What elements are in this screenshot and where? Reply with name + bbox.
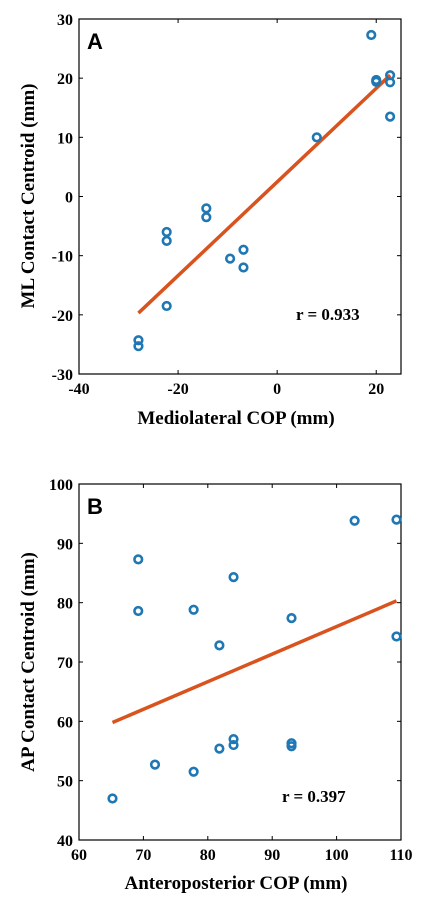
panel-a-y-tick-label: 10 <box>57 130 73 147</box>
panel-a-data-point <box>238 262 249 273</box>
panel-a-data-point <box>133 341 144 352</box>
panel-b-data-point <box>149 759 161 770</box>
panel-a-data-point <box>385 77 396 88</box>
panel-b-scatter-chart: B r = 0.397 Anteroposterior COP (mm) AP … <box>18 477 413 894</box>
panel-b-data-point <box>188 604 199 615</box>
panel-b-y-tick-label: 100 <box>49 477 73 494</box>
panel-b-y-tick-label: 40 <box>57 833 73 850</box>
panel-b-x-tick-label: 60 <box>71 847 87 864</box>
panel-a-data-point <box>366 29 377 41</box>
panel-b-data-point <box>286 741 297 752</box>
panel-a-x-tick-label: 20 <box>368 381 384 398</box>
panel-a-y-axis-title: ML Contact Centroid (mm) <box>18 84 39 309</box>
panel-b-x-tick-label: 80 <box>200 847 216 864</box>
panel-b-data-point <box>391 631 402 642</box>
panel-b-data-point <box>286 612 297 624</box>
panel-b-x-tick-label: 110 <box>389 847 412 864</box>
panel-b-y-tick-label: 80 <box>57 596 73 613</box>
panel-a-y-tick-label: -30 <box>52 367 73 384</box>
panel-b-data-point <box>214 743 225 754</box>
panel-a-y-tick-label: 20 <box>57 71 73 88</box>
panel-a-data-point <box>161 300 172 312</box>
panel-a-regression-line <box>137 73 392 315</box>
panel-b-x-tick-label: 90 <box>264 847 280 864</box>
panel-a-data-point <box>311 132 322 143</box>
panel-b-x-axis-title: Anteroposterior COP (mm) <box>124 873 347 894</box>
panel-a-x-tick-label: 0 <box>273 381 281 398</box>
panel-a-scatter-chart: A r = 0.933 Mediolateral COP (mm) ML Con… <box>18 12 402 429</box>
panel-a-letter: A <box>87 29 103 54</box>
panel-a-data-point <box>224 253 236 264</box>
panel-b-regression-line <box>111 599 398 725</box>
panel-a-y-tick-label: 0 <box>65 190 73 207</box>
panel-b-y-tick-label: 90 <box>57 536 73 553</box>
panel-a-data-point <box>201 212 212 223</box>
panel-a-correlation-label: r = 0.933 <box>296 305 360 324</box>
panel-b-x-tick-label: 70 <box>135 847 151 864</box>
panel-a-data-point <box>385 111 396 122</box>
panel-b-data-point <box>214 640 225 651</box>
panel-a-x-axis-title: Mediolateral COP (mm) <box>137 408 334 429</box>
panel-a-data-point <box>238 244 249 255</box>
panel-a-data-point <box>161 226 172 238</box>
panel-a-y-tick-label: 30 <box>57 12 73 29</box>
panel-a-data-point <box>133 335 144 346</box>
panel-a-data-point <box>161 235 172 246</box>
panel-a-data-point <box>371 76 382 87</box>
panel-b-data-point <box>228 572 239 583</box>
panel-b-correlation-label: r = 0.397 <box>282 787 346 806</box>
panel-b-y-tick-label: 60 <box>57 714 73 731</box>
panel-b-data-point <box>133 554 144 565</box>
panel-a-y-tick-label: -10 <box>52 249 73 266</box>
panel-a-x-tick-label: -40 <box>68 381 89 398</box>
panel-b-data-point <box>228 739 239 751</box>
panel-b-data-point <box>188 766 199 777</box>
panel-b-x-tick-label: 100 <box>325 847 349 864</box>
panel-b-data-point <box>228 734 239 745</box>
panel-a-y-tick-label: -20 <box>52 308 73 325</box>
panel-b-y-tick-label: 70 <box>57 655 73 672</box>
panel-b-y-axis-title: AP Contact Centroid (mm) <box>18 552 39 772</box>
panel-b-letter: B <box>87 494 103 519</box>
panel-b-data-point <box>349 515 360 526</box>
panel-b-data-point <box>107 793 118 804</box>
panel-a-x-tick-label: -20 <box>167 381 188 398</box>
panel-a-data-point <box>201 203 212 214</box>
panel-b-data-point <box>391 514 402 525</box>
panel-b-y-tick-label: 50 <box>57 774 73 791</box>
panel-b-data-point <box>133 605 144 617</box>
panel-b-plot-frame <box>78 483 402 841</box>
